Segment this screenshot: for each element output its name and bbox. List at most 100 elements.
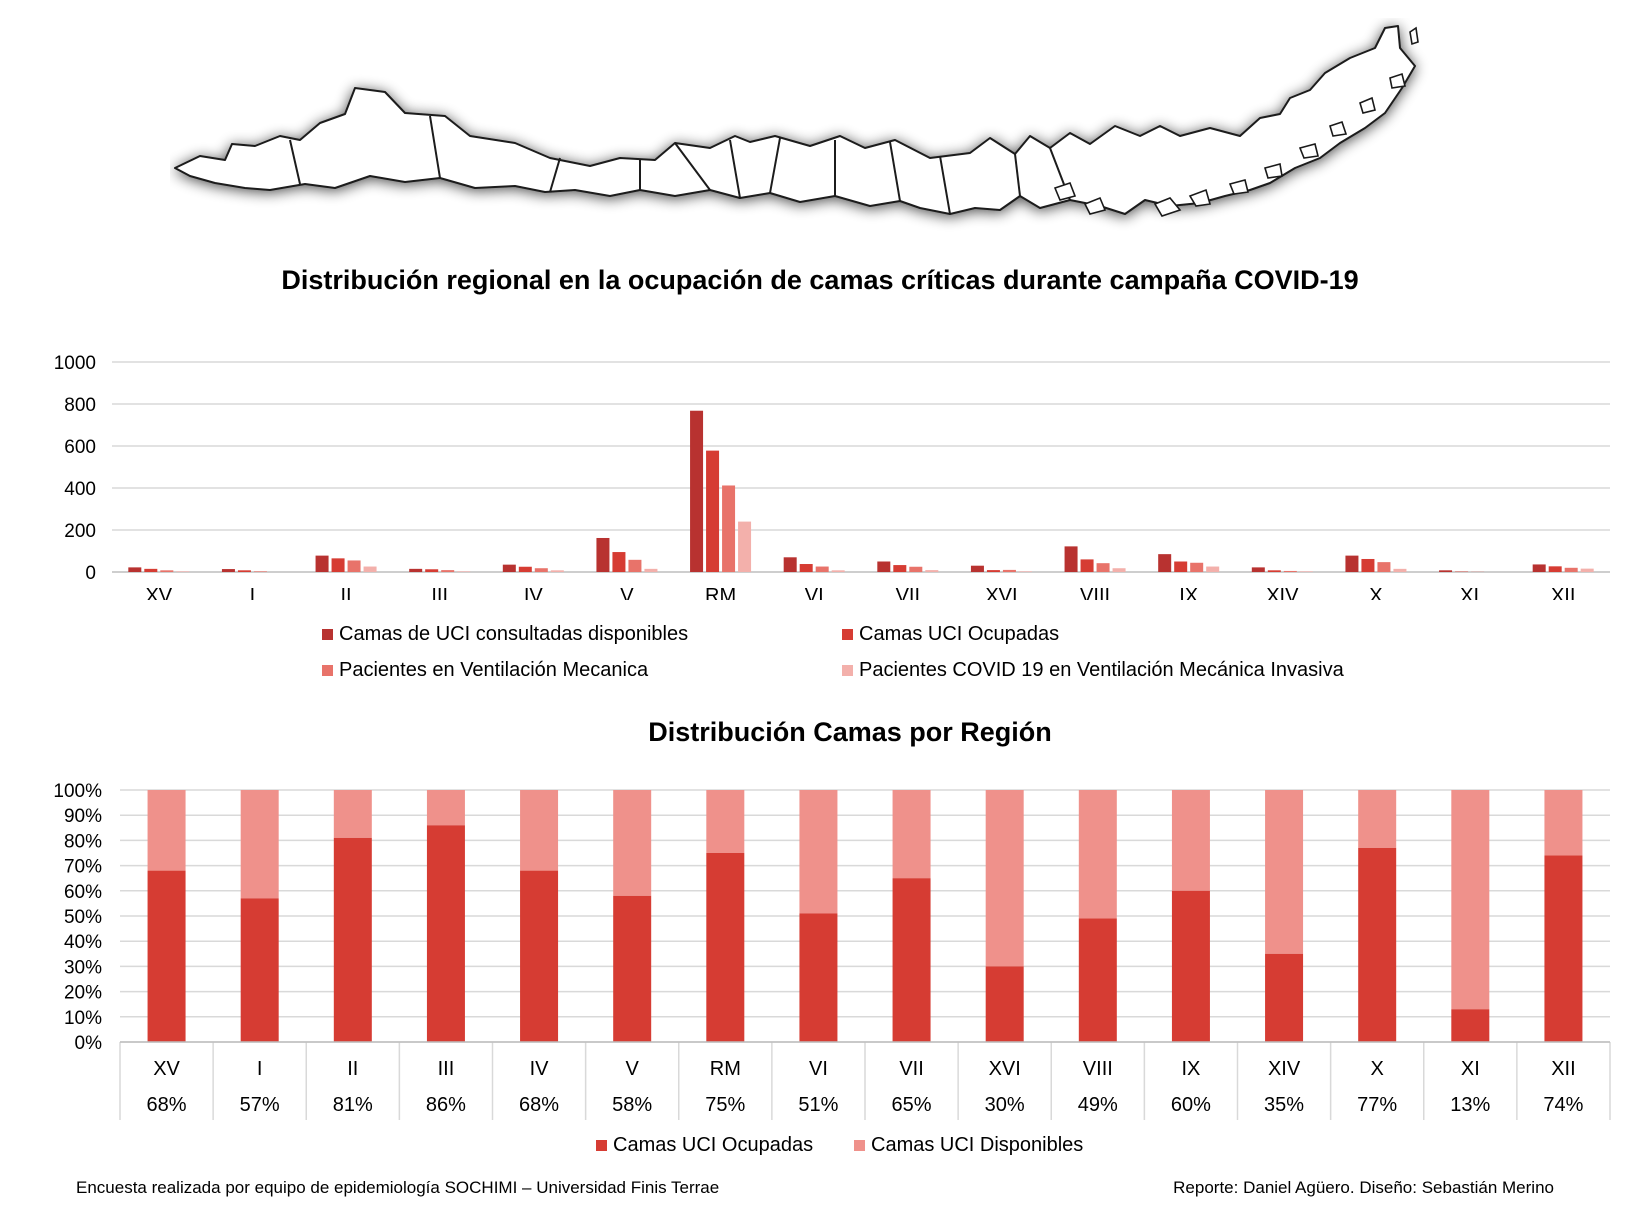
- chile-regions-map-icon: [174, 25, 1419, 217]
- bar-XII-s2: [1564, 567, 1578, 572]
- bar-I-disponibles: [240, 790, 279, 899]
- y-tick-label: 1000: [54, 353, 96, 374]
- bar-VII-s0: [877, 561, 891, 572]
- bar-X-s3: [1393, 568, 1407, 572]
- bar-III-s2: [441, 570, 455, 572]
- bar-XII-disponibles: [1544, 790, 1583, 856]
- chart1-title: Distribución regional en la ocupación de…: [281, 265, 1359, 295]
- x-tick-label: RM: [705, 585, 736, 600]
- bar-I-s0: [221, 569, 235, 572]
- data-table-value: 86%: [426, 1094, 466, 1116]
- bar-I-s1: [237, 570, 251, 572]
- bar-VIII-s3: [1112, 568, 1126, 572]
- data-table-value: 35%: [1264, 1094, 1304, 1116]
- chart2-plot: 0%10%20%30%40%50%60%70%80%90%100%XV68%I5…: [53, 781, 1611, 1120]
- legend-item-consultadas: Camas de UCI consultadas disponibles: [322, 623, 688, 646]
- bar-V-s2: [628, 559, 642, 572]
- legend-swatch-covid: [842, 665, 853, 676]
- bar-V-s0: [596, 537, 610, 572]
- legend-label-ocupadas-2: Camas UCI Ocupadas: [613, 1134, 814, 1156]
- bar-VI-s3: [831, 570, 845, 572]
- x-tick-label: II: [341, 585, 352, 600]
- y-tick-label: 0: [85, 563, 96, 584]
- legend-swatch-disponibles: [854, 1140, 865, 1151]
- legend-label-consultadas: Camas de UCI consultadas disponibles: [339, 623, 689, 645]
- bar-XVI-ocupadas: [985, 966, 1024, 1042]
- bar-RM-s3: [738, 521, 752, 572]
- x-tick-label: XII: [1551, 585, 1575, 600]
- bar-II-s3: [363, 566, 377, 572]
- bar-XII-s3: [1580, 568, 1594, 572]
- legend-swatch-ocupadas-2: [596, 1140, 607, 1151]
- bar-V-s1: [612, 552, 626, 572]
- bar-IV-s3: [550, 570, 564, 572]
- bar-IV-s1: [518, 566, 532, 572]
- bar-XIV-s2: [1283, 570, 1297, 572]
- legend-label-ventilacion: Pacientes en Ventilación Mecanica: [339, 659, 649, 681]
- bar-XIV-s0: [1251, 567, 1265, 572]
- bar-IX-ocupadas: [1171, 890, 1210, 1042]
- y-tick-label: 10%: [64, 1008, 102, 1029]
- data-table-value: 58%: [612, 1094, 652, 1116]
- bar-XV-disponibles: [147, 790, 186, 871]
- bar-II-ocupadas: [333, 837, 372, 1042]
- bar-XVI-s2: [1002, 569, 1016, 572]
- bar-XV-s2: [160, 570, 174, 572]
- x-tick-label: II: [347, 1058, 358, 1080]
- bar-XIV-ocupadas: [1265, 953, 1304, 1042]
- x-tick-label: XVI: [989, 1058, 1021, 1080]
- legend-item-ocupadas: Camas UCI Ocupadas: [842, 623, 1059, 646]
- footer-credits: Reporte: Daniel Agüero. Diseño: Sebastiá…: [1173, 1178, 1554, 1197]
- data-table-value: 57%: [240, 1094, 280, 1116]
- bar-V-disponibles: [613, 790, 652, 896]
- y-tick-label: 60%: [64, 882, 102, 903]
- bar-IX-s1: [1174, 561, 1188, 572]
- data-table-value: 51%: [798, 1094, 838, 1116]
- data-table-value: 75%: [705, 1094, 745, 1116]
- bar-IX-disponibles: [1171, 790, 1210, 891]
- x-tick-label: XI: [1461, 1058, 1480, 1080]
- legend-item-disponibles: Camas UCI Disponibles: [854, 1134, 1083, 1157]
- bar-II-s1: [331, 558, 345, 572]
- bar-VII-s3: [925, 570, 939, 572]
- chart2-title: Distribución Camas por Región: [648, 717, 1052, 747]
- data-table-value: 74%: [1543, 1094, 1583, 1116]
- bar-XV-ocupadas: [147, 870, 186, 1042]
- bar-VI-s1: [799, 564, 813, 572]
- x-tick-label: X: [1371, 1058, 1384, 1080]
- bar-VIII-s1: [1080, 559, 1094, 572]
- bar-VI-s0: [783, 557, 797, 572]
- y-tick-label: 200: [64, 521, 96, 542]
- y-tick-label: 600: [64, 437, 96, 458]
- y-tick-label: 40%: [64, 932, 102, 953]
- bar-XVI-s0: [970, 565, 984, 572]
- y-tick-label: 70%: [64, 857, 102, 878]
- bar-XII-ocupadas: [1544, 855, 1583, 1042]
- bar-X-ocupadas: [1358, 847, 1397, 1042]
- x-tick-label: XVI: [985, 585, 1017, 600]
- bar-X-s2: [1377, 562, 1391, 572]
- x-tick-label: VIII: [1083, 1058, 1113, 1080]
- x-tick-label: IV: [524, 585, 544, 600]
- footer-source: Encuesta realizada por equipo de epidemi…: [76, 1178, 720, 1197]
- bar-RM-disponibles: [706, 790, 745, 853]
- legend-item-ventilacion: Pacientes en Ventilación Mecanica: [322, 659, 648, 682]
- x-tick-label: IV: [530, 1058, 550, 1080]
- y-tick-label: 30%: [64, 957, 102, 978]
- bar-VI-ocupadas: [799, 913, 838, 1042]
- data-table-value: 60%: [1171, 1094, 1211, 1116]
- bar-II-s2: [347, 560, 361, 572]
- legend-swatch-ocupadas: [842, 629, 853, 640]
- x-tick-label: VII: [896, 585, 920, 600]
- bar-IV-s0: [502, 564, 516, 572]
- y-tick-label: 90%: [64, 806, 102, 827]
- x-tick-label: XIV: [1266, 585, 1299, 600]
- x-tick-label: VIII: [1080, 585, 1110, 600]
- bar-III-s1: [425, 569, 439, 572]
- bar-III-s3: [457, 571, 471, 572]
- bar-RM-s1: [706, 450, 720, 572]
- y-tick-label: 0%: [75, 1033, 103, 1054]
- bar-VIII-ocupadas: [1078, 918, 1117, 1042]
- data-table-value: 68%: [519, 1094, 559, 1116]
- bar-VII-s2: [909, 566, 923, 572]
